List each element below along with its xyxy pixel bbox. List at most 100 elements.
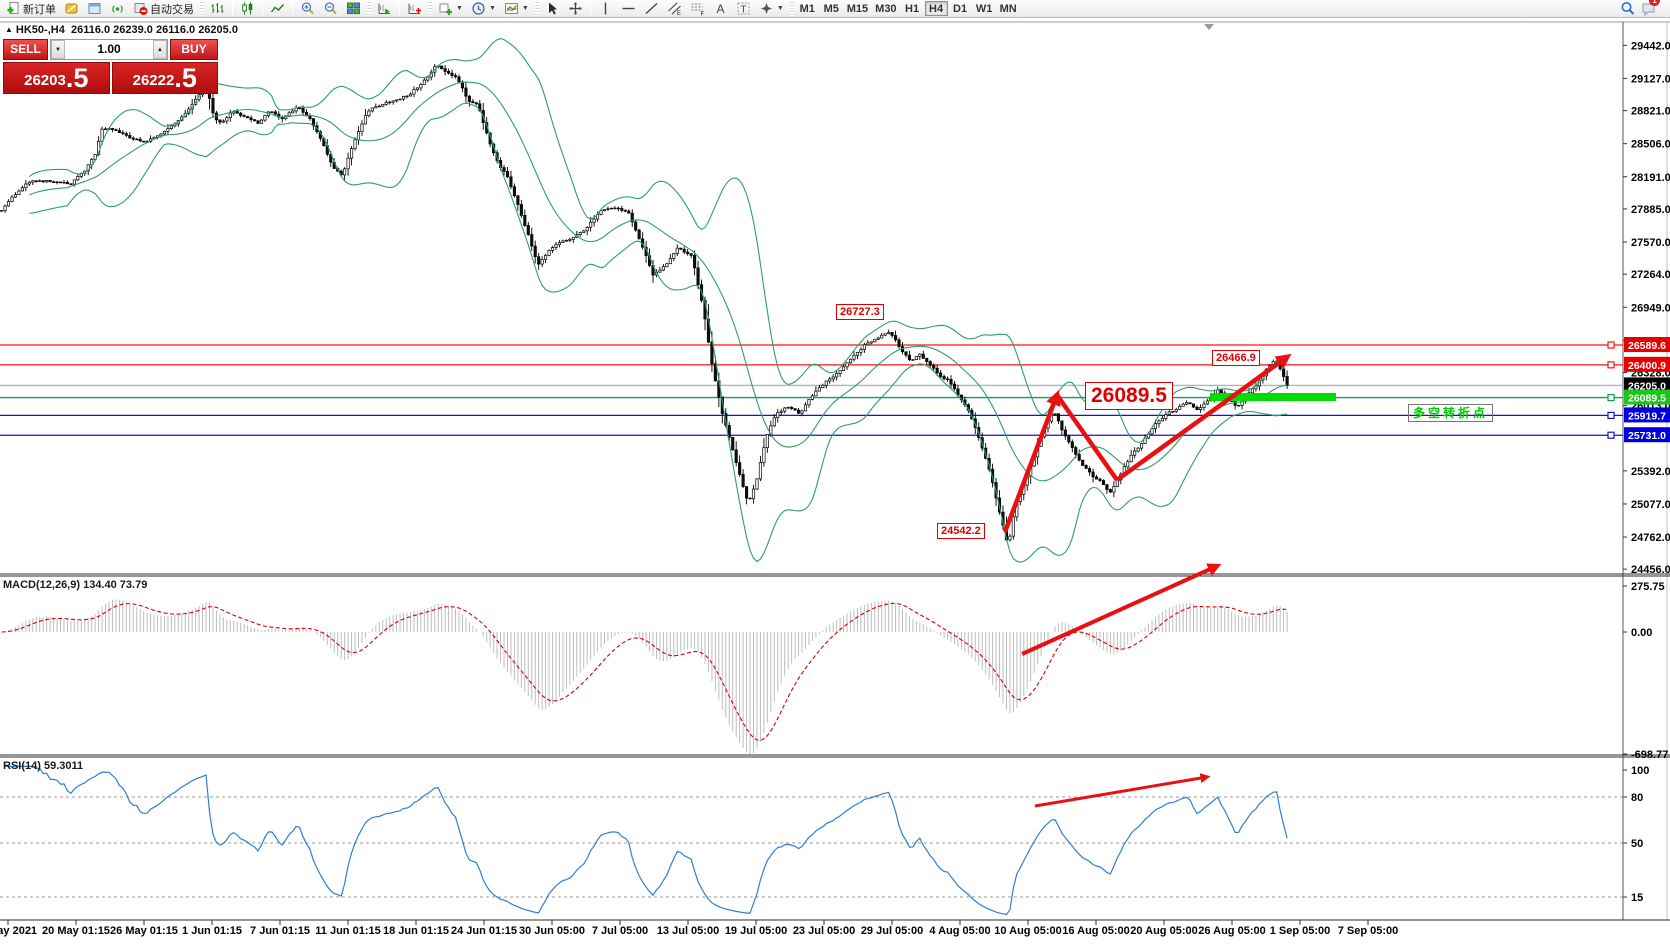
timeframe-D1[interactable]: D1 [953, 3, 968, 15]
volume-value[interactable]: 1.00 [97, 42, 121, 56]
text-button[interactable]: A [709, 1, 732, 17]
sell-button[interactable]: SELL [3, 39, 48, 60]
svg-text:28506.0: 28506.0 [1631, 139, 1670, 151]
cursor-button[interactable] [541, 1, 564, 17]
price-annotation-26466[interactable]: 26466.9 [1212, 350, 1260, 366]
volume-increase-button[interactable]: ▲ [153, 40, 167, 59]
line-chart-button[interactable] [266, 1, 289, 17]
buy-price-button[interactable]: 26222.5 [111, 62, 218, 94]
line-chart-icon [270, 1, 285, 16]
vertical-line-button[interactable] [594, 1, 617, 17]
svg-text:20 May 01:15: 20 May 01:15 [42, 925, 110, 937]
sell-price-button[interactable]: 26203.5 [3, 62, 110, 94]
svg-text:11 Jun 01:15: 11 Jun 01:15 [315, 925, 380, 937]
toolbar-grip [789, 1, 794, 16]
signals-icon [110, 1, 125, 16]
svg-text:30 Jun 05:00: 30 Jun 05:00 [519, 925, 585, 937]
svg-text:26089.5: 26089.5 [1628, 393, 1666, 405]
horizontal-line-button[interactable] [617, 1, 640, 17]
timeframe-M15[interactable]: M15 [846, 3, 869, 15]
svg-text:24762.0: 24762.0 [1631, 532, 1670, 544]
editor-icon [64, 1, 79, 16]
svg-text:27570.0: 27570.0 [1631, 237, 1670, 249]
new-order-icon [6, 1, 21, 16]
auto-scroll-icon [377, 1, 392, 16]
timeframe-M5[interactable]: M5 [823, 3, 839, 15]
chart-shift-icon [407, 1, 422, 16]
collapse-trade-panel-icon[interactable]: ▲ [5, 25, 13, 34]
crosshair-icon [568, 1, 583, 16]
chart-window-button[interactable] [83, 1, 106, 17]
svg-text:0.00: 0.00 [1631, 627, 1652, 639]
autotrading-button[interactable]: 自动交易 [129, 1, 198, 17]
toolbar-grip [428, 1, 432, 16]
svg-text:26400.9: 26400.9 [1628, 360, 1666, 372]
fibonacci-button[interactable]: F [686, 1, 709, 17]
price-annotation-26089[interactable]: 26089.5 [1085, 382, 1173, 410]
ohlc-readout: 26116.0 26239.0 26116.0 26205.0 [70, 24, 238, 36]
svg-text:29 Jul 05:00: 29 Jul 05:00 [861, 925, 923, 937]
chart-canvas[interactable]: 29442.0 29127.0 28821.0 28506.0 28191.0 27885… [0, 18, 1670, 944]
timeframe-H4[interactable]: H4 [924, 1, 948, 16]
sell-price-base: 26203 [24, 72, 66, 89]
autotrading-icon [133, 1, 148, 16]
svg-text:26949.0: 26949.0 [1631, 302, 1670, 314]
crosshair-button[interactable] [564, 1, 587, 17]
toolbar: 新订单 自动交易 ▼ ▼ ▼ E F A [0, 0, 1670, 18]
svg-text:1 Sep 05:00: 1 Sep 05:00 [1270, 925, 1331, 937]
rsi-axis[interactable]: 100 80 50 15 [1623, 765, 1649, 904]
timeframe-M30[interactable]: M30 [875, 3, 897, 15]
svg-text:29127.0: 29127.0 [1631, 73, 1670, 85]
svg-text:29442.0: 29442.0 [1631, 40, 1670, 52]
svg-text:28821.0: 28821.0 [1631, 106, 1670, 118]
auto-scroll-button[interactable] [373, 1, 396, 17]
toolbar-grip [534, 1, 539, 16]
trendline-icon [644, 1, 659, 16]
trendline-button[interactable] [640, 1, 663, 17]
panel-frames [0, 21, 1670, 921]
new-chart-button[interactable]: ▼ [434, 1, 467, 17]
editor-button[interactable] [60, 1, 83, 17]
price-annotation-24542[interactable]: 24542.2 [937, 523, 985, 539]
timeframe-MN[interactable]: MN [999, 3, 1017, 15]
zoom-in-icon [300, 1, 315, 16]
new-order-label: 新订单 [23, 3, 56, 16]
timeframe-bar: M1 M5 M15 M30 H1 H4 D1 W1 MN [796, 1, 1020, 16]
volume-decrease-button[interactable]: ▼ [51, 40, 65, 59]
toolbar-separator [399, 1, 400, 16]
periods-button[interactable]: ▼ [467, 1, 500, 17]
new-chart-icon [438, 1, 453, 16]
templates-button[interactable]: ▼ [500, 1, 533, 17]
macd-axis[interactable]: 275.75 0.00 -698.77 [1623, 581, 1668, 761]
bar-chart-icon [210, 1, 225, 16]
toolbar-separator [262, 1, 263, 16]
candlestick-chart-button[interactable] [236, 1, 259, 17]
zoom-in-button[interactable] [296, 1, 319, 17]
new-order-button[interactable]: 新订单 [2, 1, 60, 17]
tile-windows-button[interactable] [342, 1, 365, 17]
price-annotation-26727[interactable]: 26727.3 [836, 304, 884, 320]
bar-chart-button[interactable] [206, 1, 229, 17]
candlestick-chart-icon [240, 1, 255, 16]
timeframe-W1[interactable]: W1 [975, 3, 993, 15]
chart-shift-marker[interactable] [1204, 24, 1214, 30]
svg-text:24456.0: 24456.0 [1631, 564, 1670, 576]
search-icon[interactable] [1620, 1, 1635, 16]
templates-icon [504, 1, 519, 16]
signals-button[interactable] [106, 1, 129, 17]
arrows-button[interactable]: ▼ [755, 1, 788, 17]
turning-point-annotation[interactable]: 多空转折点 [1408, 404, 1494, 422]
symbol-title: HK50-,H4 [15, 24, 65, 36]
zoom-out-button[interactable] [319, 1, 342, 17]
svg-text:25392.0: 25392.0 [1631, 466, 1670, 478]
toolbar-separator [292, 1, 293, 16]
price-axis[interactable]: 29442.0 29127.0 28821.0 28506.0 28191.0 27885… [1623, 40, 1670, 576]
buy-button[interactable]: BUY [170, 39, 218, 60]
sell-price-fraction: .5 [65, 63, 89, 93]
channel-button[interactable]: E [663, 1, 686, 17]
text-label-button[interactable]: T [732, 1, 755, 17]
chart-shift-button[interactable] [403, 1, 426, 17]
timeframe-M1[interactable]: M1 [799, 3, 815, 15]
timeframe-H1[interactable]: H1 [905, 3, 920, 15]
